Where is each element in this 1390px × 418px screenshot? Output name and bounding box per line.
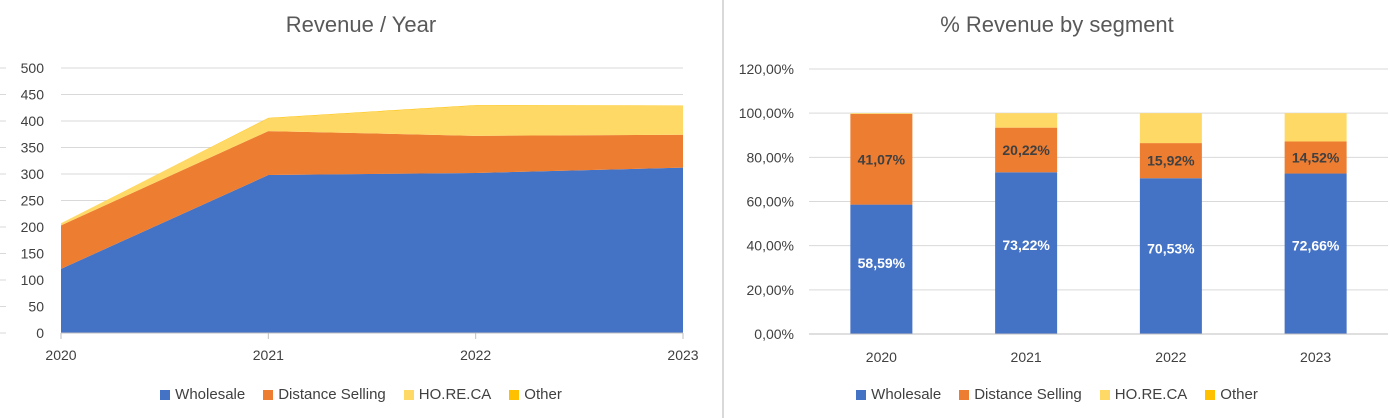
- legend-label: Other: [1220, 386, 1258, 403]
- legend-item-other: Other: [1205, 386, 1258, 403]
- bar-ho-re-ca: [1284, 113, 1347, 142]
- data-label: 70,53%: [1147, 240, 1195, 256]
- legend-label: Wholesale: [175, 386, 246, 403]
- y-tick-label: 250: [21, 193, 45, 209]
- legend-swatch: [856, 389, 867, 400]
- data-label: 20,22%: [1002, 142, 1050, 158]
- legend-swatch: [160, 389, 171, 400]
- x-tick-label: 2020: [866, 349, 897, 365]
- y-tick-label: 50: [28, 299, 44, 315]
- bar-distance-selling: [850, 113, 913, 205]
- chart-title: % Revenue by segment: [940, 12, 1174, 37]
- y-tick-label: 200: [21, 219, 45, 235]
- data-label: 14,52%: [1292, 150, 1340, 166]
- data-label: 73,22%: [1002, 237, 1050, 253]
- x-tick-label: 2020: [45, 347, 76, 363]
- legend-swatch: [509, 389, 520, 400]
- chart-title: Revenue / Year: [285, 12, 437, 37]
- x-tick-label: 2023: [667, 347, 698, 363]
- legend-swatch: [1205, 389, 1216, 400]
- legend-label: Distance Selling: [974, 386, 1082, 403]
- y-tick-label: 150: [21, 246, 45, 262]
- y-tick-label: 40,00%: [747, 238, 794, 254]
- area-series-distance-selling: [61, 131, 683, 269]
- y-tick-label: 300: [21, 166, 45, 182]
- x-tick-label: 2023: [1300, 349, 1331, 365]
- legend-swatch: [959, 389, 970, 400]
- x-tick-label: 2021: [253, 347, 284, 363]
- y-tick-label: 100: [21, 272, 45, 288]
- y-tick-label: 100,00%: [739, 105, 794, 121]
- legend-item-horeca: HO.RE.CA: [1099, 386, 1188, 403]
- y-tick-label: 450: [21, 87, 45, 103]
- legend: Wholesale Distance Selling HO.RE.CA Othe…: [0, 386, 722, 403]
- bar-distance-selling: [1139, 143, 1202, 179]
- y-tick-label: 0: [36, 325, 44, 341]
- x-tick-label: 2022: [1155, 349, 1186, 365]
- bar-chart-plot: 0,00% 20,00% 40,00% 60,00% 80,00% 100,00% 120,…: [739, 61, 1388, 365]
- area-series-ho-re-ca: [61, 105, 683, 226]
- y-tick-label: 500: [21, 60, 45, 76]
- revenue-area-chart: Revenue / Year 0 50 100 150 200 250 300 350 400 4…: [0, 12, 722, 403]
- bar-ho-re-ca: [1139, 113, 1202, 144]
- legend-label: HO.RE.CA: [1114, 386, 1188, 403]
- legend-item-distance-selling: Distance Selling: [263, 386, 386, 403]
- y-tick-label: 80,00%: [747, 149, 794, 165]
- bar-wholesale: [1284, 173, 1347, 334]
- legend-swatch: [403, 389, 414, 400]
- bar-wholesale: [995, 172, 1058, 334]
- data-label: 41,07%: [858, 151, 906, 167]
- y-tick-label: 60,00%: [747, 194, 794, 210]
- bar-distance-selling: [1284, 141, 1347, 174]
- y-tick-label: 0,00%: [754, 326, 794, 342]
- legend-item-horeca: HO.RE.CA: [403, 386, 492, 403]
- bar-distance-selling: [995, 127, 1058, 173]
- bar-wholesale: [850, 204, 913, 334]
- legend-label: Distance Selling: [278, 386, 386, 403]
- x-tick-label: 2022: [460, 347, 491, 363]
- bar-ho-re-ca: [995, 113, 1058, 128]
- area-series-wholesale: [61, 167, 683, 333]
- data-label: 15,92%: [1147, 153, 1195, 169]
- panel-divider: [722, 0, 724, 418]
- legend-swatch: [1099, 389, 1110, 400]
- legend-label: Other: [524, 386, 562, 403]
- segment-bar-chart: % Revenue by segment 0,00% 20,00% 40,00% 60…: [724, 0, 1390, 418]
- y-tick-label: 120,00%: [739, 61, 794, 77]
- legend-item-other: Other: [509, 386, 562, 403]
- legend-label: Wholesale: [871, 386, 942, 403]
- legend-swatch: [263, 389, 274, 400]
- legend: Wholesale Distance Selling HO.RE.CA Othe…: [724, 386, 1390, 403]
- bar-wholesale: [1139, 178, 1202, 334]
- y-tick-label: 350: [21, 140, 45, 156]
- data-label: 58,59%: [858, 255, 906, 271]
- data-label: 72,66%: [1292, 238, 1340, 254]
- x-tick-label: 2021: [1011, 349, 1042, 365]
- bar-ho-re-ca: [850, 113, 913, 114]
- legend-item-wholesale: Wholesale: [160, 386, 245, 403]
- area-chart-plot: 0 50 100 150 200 250 300 350 400 450 500 2020 2021 20…: [0, 60, 699, 363]
- legend-label: HO.RE.CA: [418, 386, 492, 403]
- y-tick-label: 20,00%: [747, 282, 794, 298]
- y-tick-label: 400: [21, 113, 45, 129]
- legend-item-wholesale: Wholesale: [856, 386, 941, 403]
- legend-item-distance-selling: Distance Selling: [959, 386, 1082, 403]
